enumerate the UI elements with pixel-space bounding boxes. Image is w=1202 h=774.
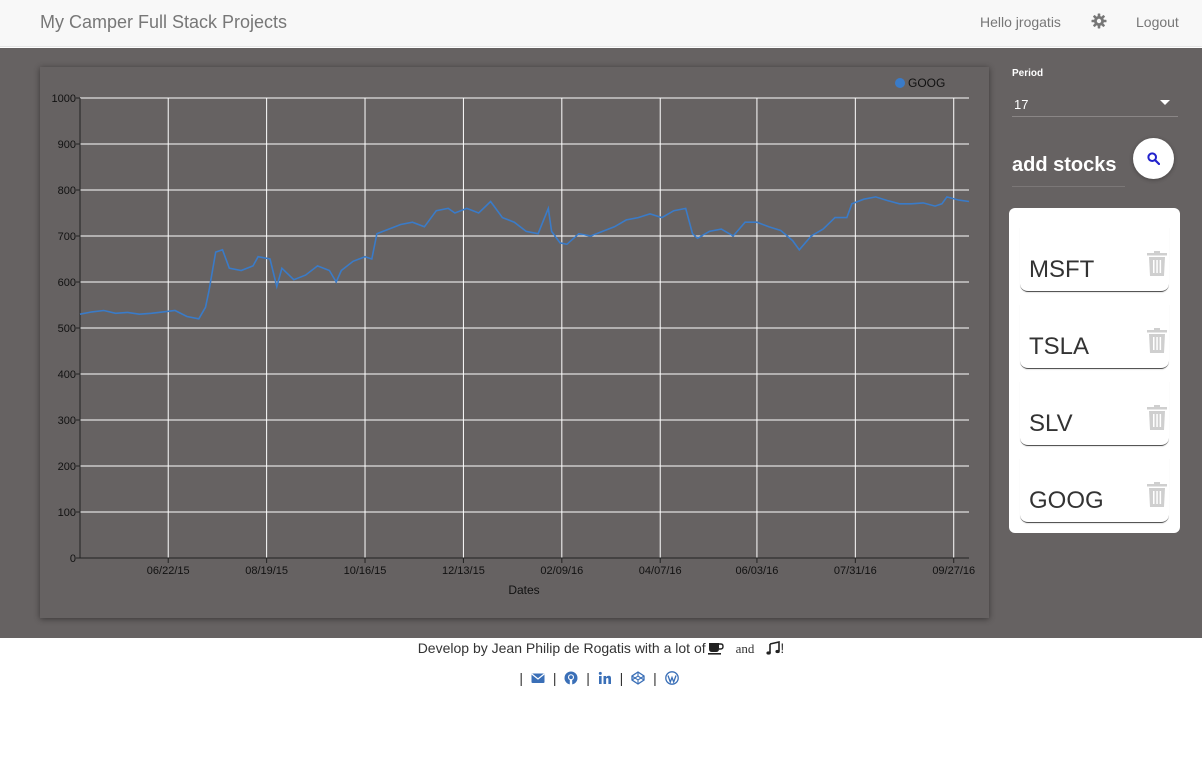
y-tick-label: 800 bbox=[58, 185, 76, 197]
y-tick-label: 1000 bbox=[52, 93, 76, 105]
footer-links: | | | | | bbox=[0, 670, 1202, 686]
period-label: Period bbox=[1012, 68, 1044, 79]
footer-separator: | bbox=[519, 670, 524, 686]
wordpress-icon[interactable] bbox=[664, 671, 679, 685]
period-value: 17 bbox=[1014, 97, 1029, 112]
music-icon bbox=[766, 641, 781, 655]
gear-icon[interactable] bbox=[1091, 13, 1107, 29]
stock-symbol: SLV bbox=[1029, 410, 1073, 437]
y-tick-label: 0 bbox=[70, 553, 76, 565]
footer-credit: Develop by Jean Philip de Rogatis with a… bbox=[0, 640, 1202, 657]
period-select[interactable]: 17 bbox=[1012, 88, 1178, 117]
add-stocks-input[interactable]: add stocks bbox=[1012, 154, 1125, 187]
stock-symbol: MSFT bbox=[1029, 256, 1095, 283]
brand-link[interactable]: My Camper Full Stack Projects bbox=[40, 12, 288, 32]
series-line-goog bbox=[79, 195, 970, 320]
y-tick-label: 500 bbox=[58, 323, 76, 335]
y-tick-label: 700 bbox=[58, 231, 76, 243]
stock-symbol: GOOG bbox=[1029, 487, 1104, 514]
stock-item-tsla: TSLA bbox=[1020, 304, 1169, 369]
y-tick-label: 900 bbox=[58, 139, 76, 151]
footer-and-text: and bbox=[735, 641, 755, 656]
stock-symbol: TSLA bbox=[1029, 333, 1090, 360]
github-icon[interactable] bbox=[564, 671, 578, 685]
legend-swatch-goog bbox=[895, 78, 905, 88]
stock-item-slv: SLV bbox=[1020, 381, 1169, 446]
x-tick-label: 06/22/15 bbox=[147, 565, 190, 577]
x-tick-label: 10/16/15 bbox=[344, 565, 387, 577]
x-tick-label: 08/19/15 bbox=[245, 565, 288, 577]
x-tick-label: 12/13/15 bbox=[442, 565, 485, 577]
y-tick-label: 200 bbox=[58, 461, 76, 473]
navbar: My Camper Full Stack Projects Hello jrog… bbox=[0, 0, 1202, 47]
y-tick-label: 300 bbox=[58, 415, 76, 427]
chart-svg: 0 100 200 300 400 500 600 700 800 900 1000 06/22/15… bbox=[52, 76, 976, 597]
legend-label-goog: GOOG bbox=[908, 76, 945, 90]
y-tick-label: 100 bbox=[58, 507, 76, 519]
footer-separator: | bbox=[619, 670, 624, 686]
x-axis-label: Dates bbox=[508, 583, 539, 597]
linkedin-icon[interactable] bbox=[598, 671, 612, 685]
email-icon[interactable] bbox=[531, 671, 545, 685]
y-tick-label: 600 bbox=[58, 277, 76, 289]
y-tick-label: 400 bbox=[58, 369, 76, 381]
footer-end-text: ! bbox=[780, 640, 785, 656]
coffee-icon bbox=[707, 643, 724, 655]
search-button[interactable] bbox=[1133, 138, 1174, 179]
chevron-down-icon bbox=[1160, 100, 1170, 105]
user-greeting[interactable]: Hello jrogatis bbox=[980, 14, 1061, 30]
trash-icon[interactable] bbox=[1146, 328, 1168, 359]
footer-credit-text: Develop by Jean Philip de Rogatis with a… bbox=[417, 640, 706, 656]
x-tick-label: 09/27/16 bbox=[932, 565, 975, 577]
trash-icon[interactable] bbox=[1146, 405, 1168, 436]
footer-separator: | bbox=[653, 670, 657, 686]
x-tick-label: 07/31/16 bbox=[834, 565, 877, 577]
stock-list: MSFT TSLA SLV GOOG bbox=[1009, 208, 1180, 533]
footer-separator: | bbox=[586, 670, 590, 686]
codepen-icon[interactable] bbox=[631, 671, 645, 685]
stock-chart: 0 100 200 300 400 500 600 700 800 900 1000 06/22/15… bbox=[40, 67, 989, 618]
footer-separator: | bbox=[552, 670, 557, 686]
stock-item-msft: MSFT bbox=[1020, 227, 1169, 292]
search-icon bbox=[1147, 152, 1160, 165]
stock-item-goog: GOOG bbox=[1020, 458, 1169, 523]
x-tick-label: 04/07/16 bbox=[639, 565, 682, 577]
logout-link[interactable]: Logout bbox=[1136, 14, 1179, 30]
x-tick-label: 02/09/16 bbox=[540, 565, 583, 577]
trash-icon[interactable] bbox=[1146, 482, 1168, 513]
x-tick-label: 06/03/16 bbox=[736, 565, 779, 577]
trash-icon[interactable] bbox=[1146, 251, 1168, 282]
